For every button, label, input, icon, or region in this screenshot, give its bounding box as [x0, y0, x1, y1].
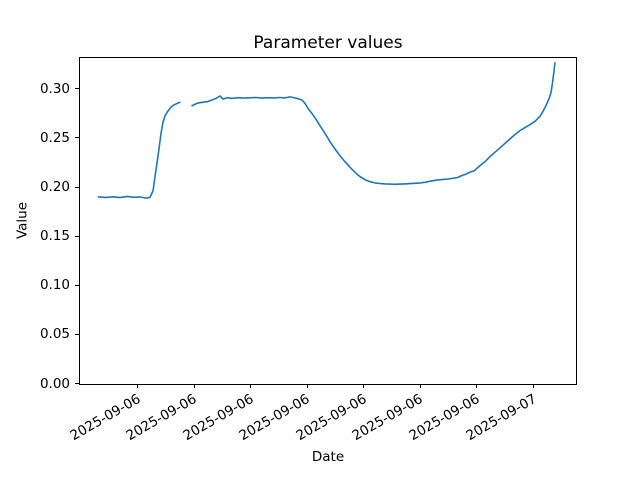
- x-tick-mark: [419, 384, 421, 388]
- x-tick-mark: [136, 384, 138, 388]
- y-tick-mark: [75, 88, 79, 90]
- chart-title: Parameter values: [253, 33, 403, 53]
- x-tick-mark: [193, 384, 195, 388]
- y-tick-label: 0.30: [39, 80, 70, 97]
- x-tick-mark: [250, 384, 252, 388]
- y-tick-label: 0.10: [39, 277, 70, 294]
- y-tick-label: 0.15: [39, 228, 70, 245]
- x-tick-mark: [306, 384, 308, 388]
- y-tick-label: 0.20: [39, 179, 70, 196]
- x-tick-mark: [363, 384, 365, 388]
- data-line-segment: [97, 101, 181, 199]
- y-axis-label: Value: [14, 201, 31, 240]
- x-tick-mark: [476, 384, 478, 388]
- y-tick-mark: [75, 235, 79, 237]
- x-axis-label: Date: [311, 449, 345, 465]
- y-tick-mark: [75, 383, 79, 384]
- y-tick-label: 0.25: [39, 129, 70, 146]
- plot-area: [79, 57, 577, 385]
- y-tick-mark: [75, 284, 79, 286]
- data-line-segment: [191, 62, 556, 186]
- data-line-svg: [97, 62, 556, 199]
- x-tick-mark: [532, 384, 534, 388]
- y-tick-mark: [75, 333, 79, 335]
- y-tick-label: 0.00: [39, 375, 70, 392]
- y-tick-mark: [75, 186, 79, 188]
- y-tick-label: 0.05: [39, 326, 70, 343]
- y-tick-mark: [75, 137, 79, 139]
